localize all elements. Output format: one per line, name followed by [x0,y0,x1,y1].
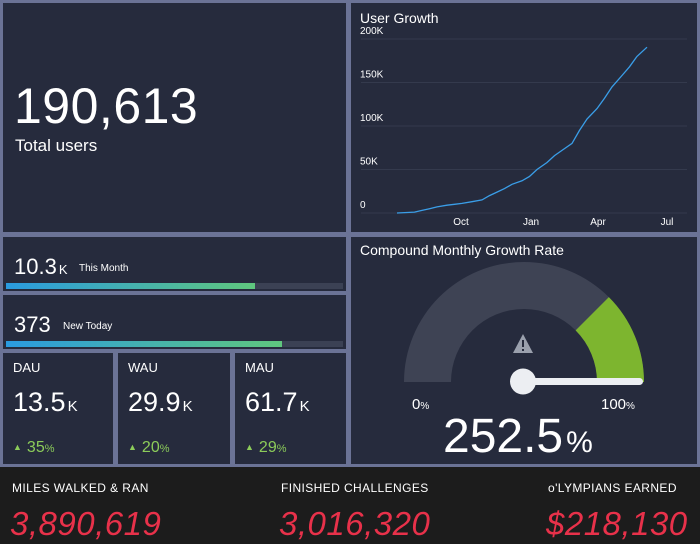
up-arrow-icon: ▲ [13,442,22,452]
y-tick-label: 50K [360,157,378,168]
gauge-slider-track [523,378,643,385]
y-tick-label: 100K [360,113,384,124]
this-month-value: 10.3 K [14,254,68,279]
mau-title: MAU [245,360,274,375]
new-today-progress-track [6,341,343,347]
wau-panel: WAU 29.9 K ▲ 20% [118,353,230,464]
cmgr-panel: Compound Monthly Growth Rate 0% 100% 252… [351,237,697,464]
x-tick-label: Apr [590,217,606,228]
new-today-label: New Today [63,321,113,332]
x-tick-label: Jan [523,217,539,228]
y-tick-label: 150K [360,70,384,81]
olympians-value: $218,130 [546,505,688,542]
warning-triangle-icon [513,334,533,353]
this-month-progress-fill [6,283,256,289]
mau-panel: MAU 61.7 K ▲ 29% [235,353,346,464]
cmgr-title: Compound Monthly Growth Rate [360,242,564,258]
up-arrow-icon: ▲ [128,442,137,452]
user-growth-title: User Growth [360,10,439,26]
user-growth-panel: User Growth 0 50K 100K 150K 200K Oct Jan Apr Ju… [351,3,697,232]
user-growth-chart: 0 50K 100K 150K 200K Oct Jan Apr Jul [360,26,687,228]
x-tick-label: Jul [661,217,674,228]
mau-value: 61.7 K [245,387,310,417]
wau-title: WAU [128,360,158,375]
gauge-track [404,262,644,382]
wau-delta: ▲ 20% [128,439,170,456]
up-arrow-icon: ▲ [245,442,254,452]
cmgr-gauge [404,262,644,395]
total-users-label: Total users [15,136,98,155]
user-growth-series-line [396,46,648,214]
total-users-panel: 190,613 Total users [3,3,346,232]
wau-value: 29.9 K [128,387,193,417]
gauge-fill [575,297,644,382]
miles-value: 3,890,619 [10,505,162,542]
gauge-max-label: 100% [601,396,635,413]
y-tick-label: 0 [360,200,366,211]
gauge-slider-knob [510,368,536,395]
challenges-label: FINISHED CHALLENGES [281,481,429,495]
dau-panel: DAU 13.5 K ▲ 35% [3,353,113,464]
dau-title: DAU [13,360,41,375]
miles-label: MILES WALKED & RAN [12,481,149,495]
summary-strip: MILES WALKED & RAN 3,890,619 FINISHED CH… [0,467,700,544]
gauge-min-label: 0% [412,396,430,413]
olympians-label: o'LYMPIANS EARNED [548,481,677,495]
new-today-value: 373 [14,312,51,337]
this-month-label: This Month [79,263,129,274]
dau-delta: ▲ 35% [13,439,55,456]
cmgr-value: 252.5% [443,410,593,463]
total-users-value: 190,613 [14,78,199,134]
new-today-progress-fill [6,341,283,347]
this-month-progress-track [6,283,343,289]
new-today-panel: 373 New Today [3,295,346,349]
dau-value: 13.5 K [13,387,78,417]
x-tick-label: Oct [453,217,469,228]
challenges-value: 3,016,320 [279,505,431,542]
y-tick-label: 200K [360,26,384,37]
mau-delta: ▲ 29% [245,439,287,456]
this-month-panel: 10.3 K This Month [3,237,346,291]
